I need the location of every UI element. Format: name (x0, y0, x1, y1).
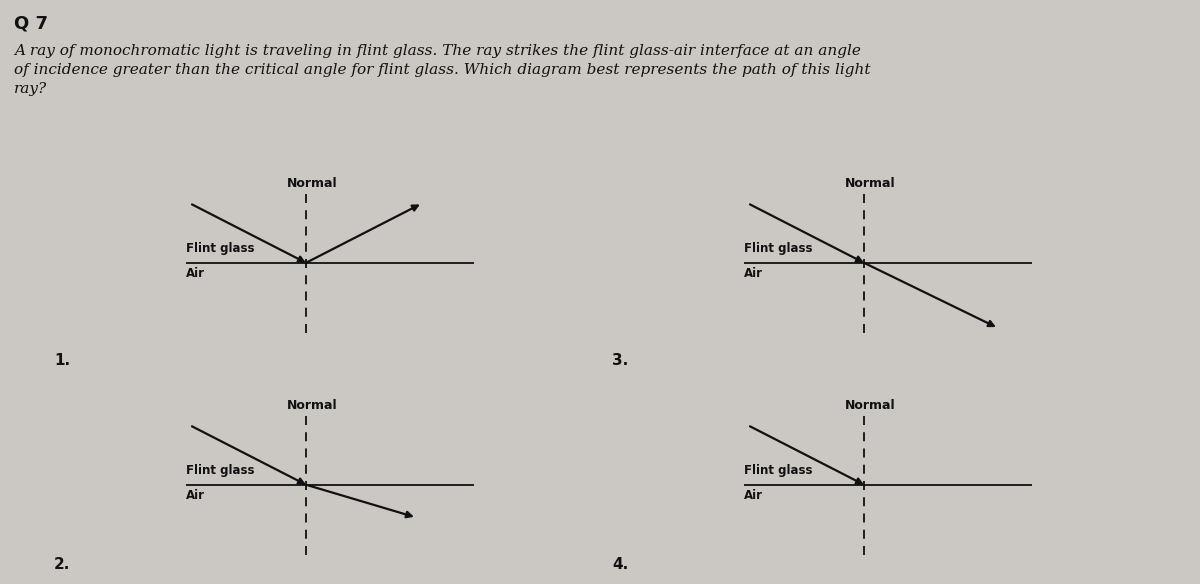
Text: A ray of monochromatic light is traveling in flint glass. The ray strikes the fl: A ray of monochromatic light is travelin… (14, 44, 871, 96)
Text: 1.: 1. (54, 353, 70, 368)
Text: Air: Air (744, 267, 763, 280)
Text: Air: Air (186, 267, 205, 280)
Text: Flint glass: Flint glass (186, 242, 254, 255)
Text: Flint glass: Flint glass (186, 464, 254, 477)
Text: Flint glass: Flint glass (744, 464, 812, 477)
Text: 3.: 3. (612, 353, 629, 368)
Text: Normal: Normal (845, 177, 895, 190)
Text: Air: Air (186, 489, 205, 502)
Text: Air: Air (744, 489, 763, 502)
Text: Normal: Normal (287, 177, 337, 190)
Text: 4.: 4. (612, 557, 629, 572)
Text: Q 7: Q 7 (14, 15, 48, 33)
Text: 2.: 2. (54, 557, 71, 572)
Text: Flint glass: Flint glass (744, 242, 812, 255)
Text: Normal: Normal (287, 399, 337, 412)
Text: Normal: Normal (845, 399, 895, 412)
